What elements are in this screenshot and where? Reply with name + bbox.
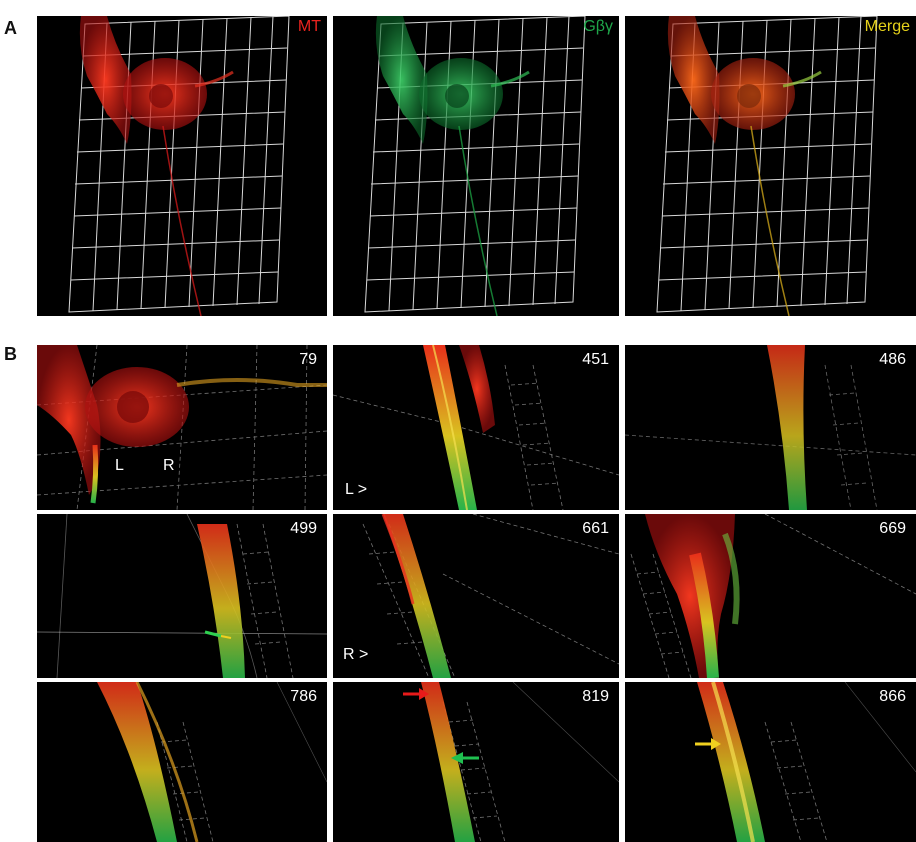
- panel-a-mt: MT: [37, 16, 327, 316]
- frame-number-486: 486: [879, 351, 906, 368]
- frame-number-786: 786: [290, 688, 317, 705]
- panel-a-mt-image: [68, 16, 290, 316]
- panel-b-frame-866-image: [695, 682, 916, 842]
- panel-b-frame-79: 79 L R: [37, 345, 327, 510]
- neurite-label-left: L: [115, 457, 124, 474]
- panel-b-frame-669-image: [630, 514, 916, 678]
- pointer-right: R >: [343, 646, 369, 663]
- panel-b-frame-486: 486: [625, 345, 916, 510]
- frame-number-451: 451: [582, 351, 609, 368]
- panel-b-frame-661-image: [362, 514, 619, 678]
- neurite-label-right: R: [163, 457, 175, 474]
- panel-b-frame-786-image: [97, 682, 327, 842]
- frame-number-661: 661: [582, 520, 609, 537]
- panel-b-frame-451-image: [333, 345, 619, 510]
- red-arrow: [403, 688, 429, 700]
- frame-number-669: 669: [879, 520, 906, 537]
- panel-b-frame-499-image: [37, 514, 327, 678]
- panel-b-frame-499: 499: [37, 514, 327, 678]
- green-arrow: [451, 752, 479, 764]
- panel-b-frame-661: 661 R >: [333, 514, 619, 678]
- panel-b-frame-79-image: [37, 345, 327, 510]
- section-a-letter: A: [4, 18, 17, 38]
- panel-b-frame-866: 866: [625, 682, 916, 842]
- panel-a-gbg: Gβγ: [333, 16, 619, 316]
- panel-a-merge-image: [656, 16, 878, 316]
- panel-a-gbg-image: [364, 16, 586, 316]
- frame-number-866: 866: [879, 688, 906, 705]
- panel-b-frame-786: 786: [37, 682, 327, 842]
- pointer-left: L >: [345, 481, 368, 498]
- panel-b-frame-819-image: [403, 682, 619, 842]
- panel-a-merge: Merge: [625, 16, 916, 316]
- channel-label-mt: MT: [297, 18, 321, 35]
- yellow-arrow: [695, 738, 721, 750]
- channel-label-merge: Merge: [864, 18, 910, 35]
- frame-number-819: 819: [582, 688, 609, 705]
- panel-b-frame-451: 451 L >: [333, 345, 619, 510]
- section-b-letter: B: [4, 344, 17, 364]
- panel-b-frame-669: 669: [625, 514, 916, 678]
- frame-number-79: 79: [299, 351, 317, 368]
- channel-label-gbg: Gβγ: [583, 18, 613, 35]
- panel-b-frame-486-image: [625, 345, 916, 510]
- panel-b-frame-819: 819: [333, 682, 619, 842]
- frame-number-499: 499: [290, 520, 317, 537]
